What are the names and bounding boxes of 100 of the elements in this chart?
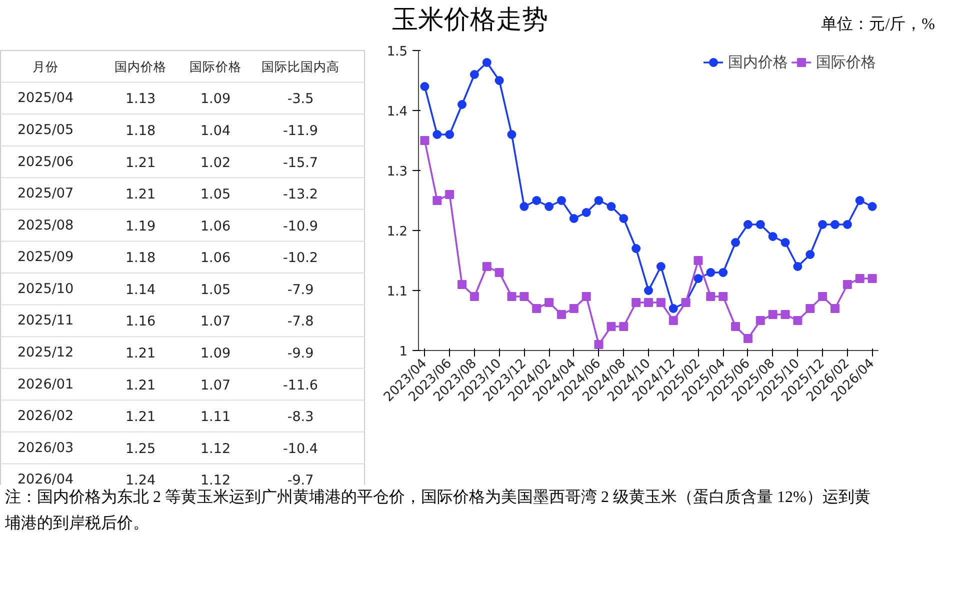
point xyxy=(482,58,492,67)
point xyxy=(532,304,542,313)
data-label: -3.5 xyxy=(287,91,314,108)
point xyxy=(432,130,442,139)
data-label: -10.4 xyxy=(283,440,318,457)
text: 国内价格 xyxy=(114,58,166,74)
point xyxy=(768,310,778,319)
y-tick-label: 1.4 xyxy=(386,104,408,120)
category-label: 2026/02 xyxy=(17,408,74,424)
point xyxy=(569,214,578,223)
point xyxy=(718,268,728,277)
data-label: 1.05 xyxy=(200,282,231,298)
point xyxy=(855,196,864,205)
point xyxy=(494,76,504,85)
category-label: 2025/10 xyxy=(17,280,74,297)
point xyxy=(420,136,430,145)
data-label: -15.7 xyxy=(283,154,318,171)
data-label: -11.6 xyxy=(283,377,318,394)
point xyxy=(432,196,442,205)
data-label: -13.2 xyxy=(283,186,318,203)
point xyxy=(420,82,430,91)
data-label: -11.9 xyxy=(283,122,318,139)
point xyxy=(619,322,628,331)
point xyxy=(756,220,765,229)
point xyxy=(743,220,752,229)
point xyxy=(818,220,828,229)
data-label: -7.9 xyxy=(287,282,314,298)
point xyxy=(482,262,492,271)
point xyxy=(606,322,616,331)
category-label: 2025/05 xyxy=(17,122,74,138)
point xyxy=(520,202,529,211)
point xyxy=(656,262,666,271)
point xyxy=(706,268,716,277)
data-label: 1.18 xyxy=(125,250,156,266)
point xyxy=(718,292,728,301)
point xyxy=(806,250,815,259)
data-label: -10.2 xyxy=(283,250,318,266)
text: 单位：元/斤，% xyxy=(821,14,935,35)
point xyxy=(470,292,479,301)
data-label: 1.24 xyxy=(125,472,156,489)
data-label: -8.3 xyxy=(287,409,314,426)
point xyxy=(594,196,604,205)
point xyxy=(793,316,802,325)
point xyxy=(619,214,628,223)
data-label: 1.16 xyxy=(125,314,156,330)
point xyxy=(520,292,529,301)
point xyxy=(694,256,703,265)
category-label: 2025/04 xyxy=(17,90,74,106)
y-tick-label: 1 xyxy=(399,344,408,360)
point xyxy=(694,274,703,283)
data-label: 1.25 xyxy=(125,440,156,457)
point xyxy=(569,304,578,313)
point xyxy=(507,292,516,301)
point xyxy=(756,316,765,325)
point xyxy=(544,298,554,307)
data-label: -10.9 xyxy=(283,218,318,234)
data-label: 1.21 xyxy=(125,345,156,362)
data-label: 1.13 xyxy=(125,91,156,108)
point xyxy=(868,274,877,283)
point xyxy=(830,220,840,229)
text: 注：国内价格为东北 2 等黄玉米运到广州黄埔港的平仓价，国际价格为美国墨西哥湾 2 级黄玉米（蛋白质含量 12%）运到黄埔港的到岸税后价。 xyxy=(5,489,870,532)
point xyxy=(668,304,678,313)
data-label: 1.21 xyxy=(125,154,156,171)
point xyxy=(842,220,852,229)
point xyxy=(458,100,467,109)
point xyxy=(556,310,566,319)
point xyxy=(868,202,877,211)
point xyxy=(582,292,591,301)
text: 国际比国内高 xyxy=(262,58,340,74)
text: 月份 xyxy=(32,58,58,74)
data-label: 1.21 xyxy=(125,186,156,203)
data-label: 1.05 xyxy=(200,186,231,203)
point xyxy=(842,280,852,289)
point xyxy=(731,322,740,331)
text: 玉米价格走势 xyxy=(392,5,548,35)
data-label: 1.07 xyxy=(200,377,231,394)
data-label: -7.8 xyxy=(287,314,314,330)
point xyxy=(507,130,516,139)
y-tick-label: 1.5 xyxy=(386,44,408,60)
point xyxy=(544,202,554,211)
point xyxy=(706,292,716,301)
data-label: 1.04 xyxy=(200,122,231,139)
category-label: 2026/04 xyxy=(17,472,74,488)
point xyxy=(632,298,641,307)
category-label: 2026/01 xyxy=(17,376,74,392)
category-label: 2025/07 xyxy=(17,186,74,202)
data-label: 1.12 xyxy=(200,440,231,457)
data-label: 1.09 xyxy=(200,91,231,108)
data-label: -9.9 xyxy=(287,345,314,362)
point xyxy=(445,130,454,139)
data-label: 1.18 xyxy=(125,122,156,139)
point xyxy=(632,244,641,253)
point xyxy=(793,262,802,271)
point xyxy=(582,208,591,217)
data-label: 1.11 xyxy=(200,409,231,426)
category-label: 2025/12 xyxy=(17,344,74,360)
data-label: 1.19 xyxy=(125,218,156,234)
data-label: 1.14 xyxy=(125,282,156,298)
data-label: 1.09 xyxy=(200,345,231,362)
text: 国际价格 xyxy=(190,58,242,74)
